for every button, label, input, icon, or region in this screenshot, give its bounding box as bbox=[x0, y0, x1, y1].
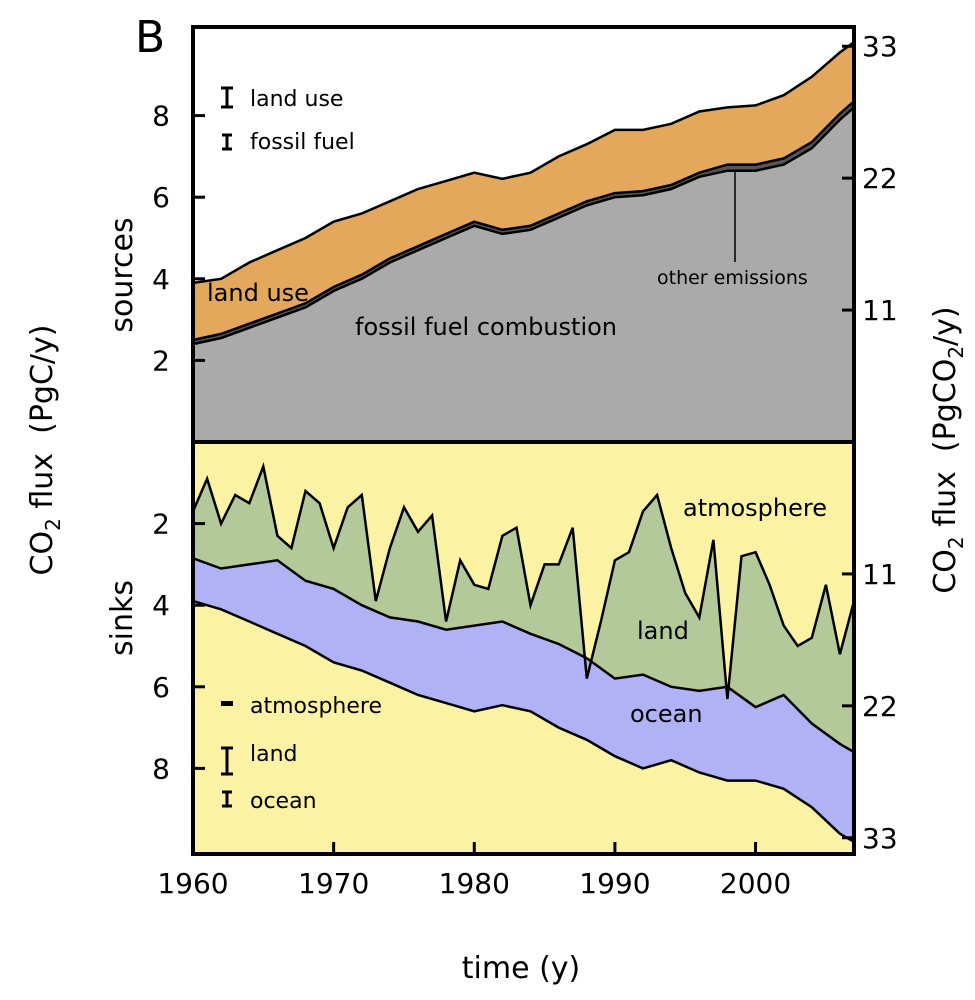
sinks-area-layer bbox=[191, 442, 856, 854]
sinks-panel-label: sinks bbox=[105, 580, 140, 656]
sources-left-tick-label-6: 6 bbox=[152, 181, 170, 214]
x-axis-title: time (y) bbox=[462, 951, 580, 986]
land-edge-line bbox=[191, 462, 856, 700]
fossil-fuel-combustion-area bbox=[193, 107, 854, 443]
land-use-legend-label: land use bbox=[250, 87, 343, 112]
ocean-edge-line bbox=[192, 557, 855, 754]
sources-left-tick-label-4: 4 bbox=[152, 263, 170, 296]
sources-left-tick-label-2: 2 bbox=[152, 344, 170, 377]
sources-right-tick-label-1: 22 bbox=[862, 162, 898, 195]
sources-legend: land use fossil fuel bbox=[221, 86, 355, 155]
sinks-left-tick-label-6: 6 bbox=[152, 671, 170, 704]
panel-label: B bbox=[135, 12, 165, 63]
right-axis-title: CO2 flux (PgCO2/y) bbox=[928, 306, 968, 593]
other-emissions-edge-line bbox=[192, 100, 855, 342]
tick-layer: 1960 1970 1980 1990 2000 2 4 6 8 11 22 33 2 4 6 8 11 22 33 bbox=[152, 30, 897, 900]
x-tick-label-2000: 2000 bbox=[720, 867, 791, 900]
left-axis-title: CO2 flux (PgC/y) bbox=[25, 325, 65, 576]
sinks-left-tick-label-2: 2 bbox=[152, 508, 170, 541]
sources-left-tick-label-8: 8 bbox=[152, 100, 170, 133]
ocean-total-line bbox=[192, 599, 855, 843]
fossil-fuel-legend-marker bbox=[222, 133, 232, 151]
sinks-left-tick-label-4: 4 bbox=[152, 589, 170, 622]
ocean-legend-marker bbox=[222, 790, 232, 808]
sinks-right-tick-label-1: 22 bbox=[862, 690, 898, 723]
sources-right-tick-label-2: 33 bbox=[862, 30, 898, 63]
fossil-fuel-annotation: fossil fuel combustion bbox=[355, 313, 617, 341]
atmosphere-legend-marker bbox=[221, 701, 233, 706]
sinks-right-tick-label-2: 33 bbox=[862, 822, 898, 855]
land-annotation: land bbox=[637, 617, 689, 645]
land-use-legend-marker bbox=[221, 86, 233, 109]
atmosphere-annotation: atmosphere bbox=[683, 494, 827, 522]
land-legend-marker bbox=[221, 746, 233, 776]
atmosphere-legend-label: atmosphere bbox=[250, 694, 382, 719]
land-use-edge-line bbox=[192, 41, 855, 285]
land-legend-label: land bbox=[250, 742, 298, 767]
x-tick-label-1990: 1990 bbox=[579, 867, 650, 900]
sources-area-layer bbox=[192, 41, 855, 443]
sinks-left-tick-label-8: 8 bbox=[152, 752, 170, 785]
land-use-annotation: land use bbox=[207, 279, 309, 307]
ocean-legend-label: ocean bbox=[250, 789, 317, 814]
sinks-right-tick-label-0: 11 bbox=[862, 558, 898, 591]
x-tick-label-1960: 1960 bbox=[157, 867, 228, 900]
sinks-legend: atmosphere land ocean bbox=[221, 694, 382, 814]
other-emissions-annotation: other emissions bbox=[657, 267, 808, 289]
x-tick-label-1970: 1970 bbox=[298, 867, 369, 900]
fossil-fuel-combustion-edge-line bbox=[192, 106, 855, 346]
ocean-area bbox=[193, 558, 854, 842]
ocean-annotation: ocean bbox=[630, 700, 703, 728]
chart-frame-layer bbox=[191, 25, 856, 856]
fossil-fuel-legend-label: fossil fuel bbox=[250, 130, 355, 155]
sources-panel-label: sources bbox=[105, 217, 140, 332]
sources-right-tick-label-0: 11 bbox=[862, 294, 898, 327]
x-tick-label-1980: 1980 bbox=[439, 867, 510, 900]
